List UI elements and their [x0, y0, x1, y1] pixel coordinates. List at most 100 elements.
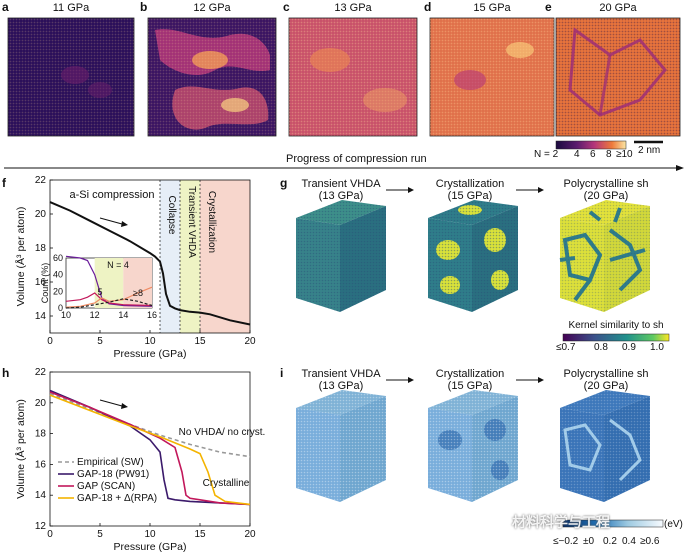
series-line-gap-18-pw91- [49, 389, 251, 506]
panel-d-structure [429, 17, 555, 137]
x-tick-label: 5 [97, 529, 103, 540]
x-tick-label: 0 [47, 529, 53, 540]
x-tick-label: 20 [244, 529, 256, 540]
i-cube-3 [560, 390, 650, 502]
y-tick-label: 14 [35, 311, 47, 322]
inset-x-tick: 10 [61, 310, 71, 320]
i-cube-1 [296, 390, 386, 502]
i-cube-2 [428, 390, 518, 502]
y-tick-label: 22 [35, 175, 47, 186]
panel-label-h: h [2, 366, 10, 380]
x-tick-label: 15 [194, 529, 206, 540]
panel-b-title: 12 GPa [193, 2, 231, 14]
annotation-crystalline: Crystalline [203, 478, 250, 489]
series-line-empirical-sw- [49, 392, 251, 458]
region-transient-vhda [180, 180, 200, 333]
legend-label-1: GAP-18 (PW91) [77, 469, 149, 480]
inset-series-3 [65, 298, 153, 309]
inset-y-tick: 20 [53, 286, 63, 296]
energy-tick-1: ±0 [583, 536, 595, 547]
scale-bar-label: 2 nm [638, 145, 661, 156]
i-title-1: Transient VHDA (13 GPa) [301, 368, 381, 392]
energy-tick-3: 0.4 [622, 536, 636, 547]
panel-a-title: 11 GPa [52, 2, 90, 14]
colorbar-tick-10: ≥10 [616, 149, 633, 160]
region-crystallization [200, 180, 250, 333]
inset-y-label: Count (%) [40, 263, 50, 304]
series-line-gap-18-rpa- [49, 394, 251, 506]
inset-region-red [123, 258, 152, 308]
g-cube-2 [428, 200, 518, 312]
region-label: Crystallization [206, 191, 217, 253]
chart-h: 0 5 10 15 20 12 14 16 18 20 22 Pressure (GPa) Volume… [14, 367, 265, 552]
panel-e-structure [555, 17, 681, 137]
watermark: 材料科学与工程 [512, 514, 610, 530]
y-tick-label: 22 [35, 367, 47, 378]
region-label: Transient VHDA [186, 186, 197, 258]
region-label: Collapse [166, 196, 177, 235]
coordination-colorbar [555, 140, 627, 150]
legend-label-3: GAP-18 + Δ(RPA) [77, 493, 157, 504]
chart-f-title: a-Si compression [70, 189, 155, 201]
colorbar-tick-6: 6 [590, 149, 596, 160]
energy-unit: (eV) [664, 519, 683, 530]
annotation-no-vhda: No VHDA/ no cryst. [179, 427, 266, 438]
trend-arrow [99, 217, 123, 225]
y-tick-label: 16 [35, 459, 47, 470]
inset-annotation-n4: N = 4 [107, 260, 129, 270]
inset-x-tick: 14 [118, 310, 128, 320]
g-cube-3 [559, 200, 650, 312]
inset-series-1 [65, 292, 153, 307]
inset-y-tick: 60 [53, 253, 63, 263]
x-tick-label: 0 [47, 336, 53, 347]
panel-a-structure [7, 17, 135, 137]
panel-label-f: f [2, 176, 6, 190]
kernel-tick-2: 0.9 [622, 342, 636, 353]
series-line-a-si [49, 201, 251, 326]
x-tick-label: 15 [194, 336, 206, 347]
trend-arrow [99, 399, 123, 407]
panel-b-structure [147, 17, 277, 137]
g-title-1: Transient VHDA (13 GPa) [301, 178, 381, 202]
panel-label-b: b [140, 0, 148, 14]
inset-series-2 [65, 286, 153, 308]
inset-y-tick: 40 [53, 270, 63, 280]
legend-label-2: GAP (SCAN) [77, 481, 135, 492]
x-tick-label: 10 [144, 336, 156, 347]
i-title-2: Crystallization (15 GPa) [435, 368, 505, 392]
panel-c-title: 13 GPa [334, 2, 372, 14]
colorbar-prefix: N = 2 [534, 149, 559, 160]
panel-label-a: a [2, 0, 9, 14]
kernel-colorbar [562, 333, 670, 342]
trend-arrowhead [121, 403, 128, 409]
series-line-gap-scan- [49, 391, 251, 506]
chart-f: Collapse Transient VHDA Crystallization 0 5 1… [14, 175, 256, 360]
kernel-tick-3: 1.0 [650, 342, 664, 353]
y-tick-label: 20 [35, 398, 47, 409]
progress-label: Progress of compression run [286, 153, 427, 165]
x-axis-label: Pressure (GPa) [114, 541, 187, 552]
y-tick-label: 14 [35, 490, 47, 501]
trend-arrowhead [121, 221, 128, 227]
x-axis-label: Pressure (GPa) [114, 348, 187, 360]
kernel-tick-1: 0.8 [594, 342, 608, 353]
g-cube-1 [296, 200, 386, 312]
x-tick-label: 10 [144, 529, 156, 540]
g-title-3: Polycrystalline sh (20 GPa) [563, 178, 649, 202]
panel-label-d: d [424, 0, 432, 14]
panel-label-e: e [545, 0, 552, 14]
colorbar-tick-4: 4 [574, 149, 580, 160]
panel-e-title: 20 GPa [599, 2, 637, 14]
x-tick-label: 5 [97, 336, 103, 347]
panel-label-i: i [280, 366, 284, 380]
kernel-colorbar-title: Kernel similarity to sh [568, 320, 664, 331]
g-title-2: Crystallization (15 GPa) [435, 178, 505, 202]
y-tick-label: 16 [35, 277, 47, 288]
inset-series-0 [65, 255, 153, 307]
y-tick-label: 20 [35, 209, 47, 220]
y-tick-label: 18 [35, 429, 47, 440]
kernel-tick-0: ≤0.7 [556, 342, 576, 353]
legend-label-0: Empirical (SW) [77, 457, 144, 468]
panel-label-g: g [280, 176, 288, 190]
